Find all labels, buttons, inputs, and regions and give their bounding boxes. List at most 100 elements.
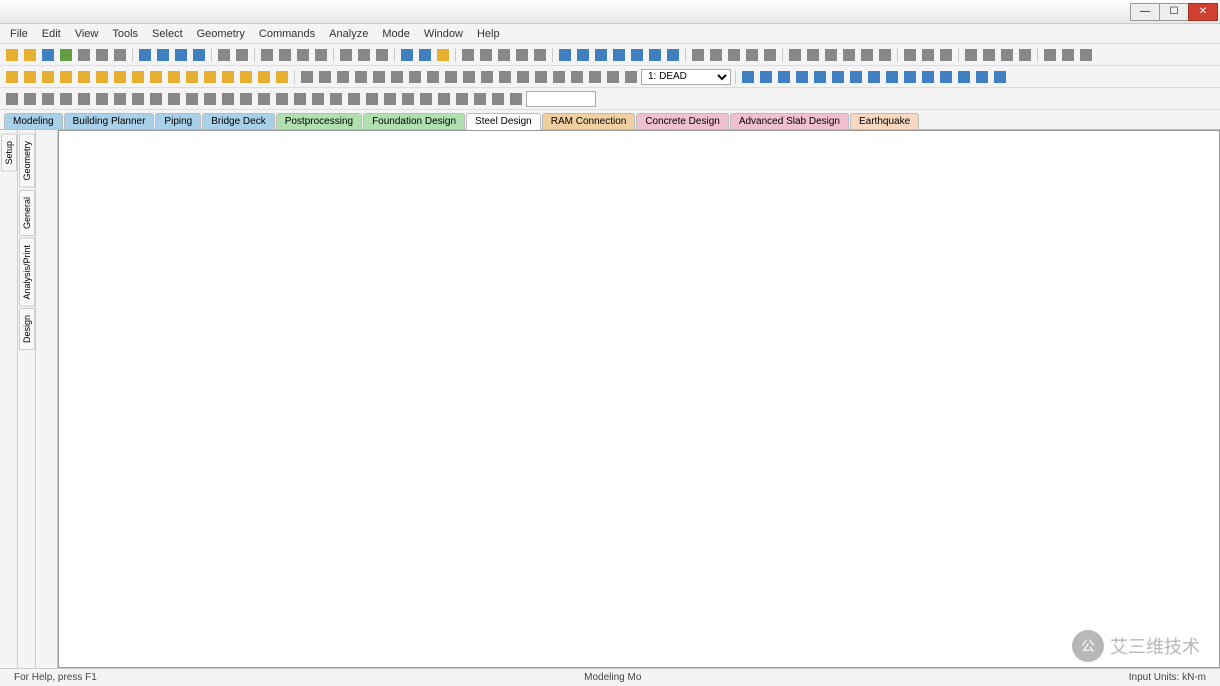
toolbar-button[interactable] <box>508 91 524 107</box>
side-tab-setup[interactable]: Setup <box>1 134 17 172</box>
side-tab-general[interactable]: General <box>19 190 35 236</box>
toolbar-button[interactable] <box>389 69 405 85</box>
toolbar-button[interactable] <box>202 69 218 85</box>
toolbar-button[interactable] <box>514 47 530 63</box>
toolbar-button[interactable] <box>497 69 513 85</box>
menu-select[interactable]: Select <box>146 26 189 42</box>
toolbar-button[interactable] <box>22 91 38 107</box>
tab-piping[interactable]: Piping <box>155 113 201 129</box>
toolbar-button[interactable] <box>1060 47 1076 63</box>
side-tab-geometry[interactable]: Geometry <box>19 134 35 188</box>
toolbar-button[interactable] <box>805 47 821 63</box>
toolbar-button[interactable] <box>478 47 494 63</box>
toolbar-button[interactable] <box>94 47 110 63</box>
tab-bridge-deck[interactable]: Bridge Deck <box>202 113 274 129</box>
toolbar-button[interactable] <box>274 91 290 107</box>
toolbar-button[interactable] <box>310 91 326 107</box>
side-tab-design[interactable]: Design <box>19 308 35 350</box>
toolbar-button[interactable] <box>708 47 724 63</box>
toolbar-button[interactable] <box>418 91 434 107</box>
toolbar-button[interactable] <box>569 69 585 85</box>
menu-commands[interactable]: Commands <box>253 26 321 42</box>
toolbar-button[interactable] <box>184 91 200 107</box>
tab-ram-connection[interactable]: RAM Connection <box>542 113 636 129</box>
toolbar-button[interactable] <box>202 91 218 107</box>
toolbar-button[interactable] <box>593 47 609 63</box>
toolbar-button[interactable] <box>461 69 477 85</box>
toolbar-button[interactable] <box>173 47 189 63</box>
toolbar-button[interactable] <box>313 47 329 63</box>
toolbar-button[interactable] <box>4 47 20 63</box>
menu-analyze[interactable]: Analyze <box>323 26 374 42</box>
toolbar-button[interactable] <box>956 69 972 85</box>
toolbar-button[interactable] <box>184 69 200 85</box>
toolbar-button[interactable] <box>399 47 415 63</box>
toolbar-button[interactable] <box>407 69 423 85</box>
minimize-button[interactable]: — <box>1130 3 1160 21</box>
toolbar-button[interactable] <box>647 47 663 63</box>
toolbar-button[interactable] <box>40 91 56 107</box>
toolbar-button[interactable] <box>1078 47 1094 63</box>
toolbar-button[interactable] <box>740 69 756 85</box>
toolbar-button[interactable] <box>234 47 250 63</box>
toolbar-button[interactable] <box>575 47 591 63</box>
toolbar-input[interactable] <box>526 91 596 107</box>
toolbar-button[interactable] <box>148 91 164 107</box>
toolbar-button[interactable] <box>787 47 803 63</box>
toolbar-button[interactable] <box>884 69 900 85</box>
toolbar-button[interactable] <box>371 69 387 85</box>
toolbar-button[interactable] <box>94 69 110 85</box>
toolbar-button[interactable] <box>166 69 182 85</box>
toolbar-button[interactable] <box>605 69 621 85</box>
toolbar-button[interactable] <box>259 47 275 63</box>
toolbar-button[interactable] <box>220 69 236 85</box>
toolbar-button[interactable] <box>58 47 74 63</box>
toolbar-button[interactable] <box>58 69 74 85</box>
toolbar-button[interactable] <box>277 47 293 63</box>
toolbar-button[interactable] <box>22 47 38 63</box>
toolbar-button[interactable] <box>557 47 573 63</box>
toolbar-button[interactable] <box>40 69 56 85</box>
toolbar-button[interactable] <box>76 69 92 85</box>
toolbar-button[interactable] <box>479 69 495 85</box>
toolbar-button[interactable] <box>830 69 846 85</box>
toolbar-button[interactable] <box>611 47 627 63</box>
toolbar-button[interactable] <box>346 91 362 107</box>
toolbar-button[interactable] <box>112 91 128 107</box>
toolbar-button[interactable] <box>155 47 171 63</box>
toolbar-button[interactable] <box>1042 47 1058 63</box>
toolbar-button[interactable] <box>963 47 979 63</box>
maximize-button[interactable]: ☐ <box>1159 3 1189 21</box>
toolbar-button[interactable] <box>460 47 476 63</box>
tab-building-planner[interactable]: Building Planner <box>64 113 155 129</box>
toolbar-button[interactable] <box>166 91 182 107</box>
toolbar-button[interactable] <box>112 47 128 63</box>
toolbar-button[interactable] <box>623 69 639 85</box>
toolbar-button[interactable] <box>382 91 398 107</box>
menu-help[interactable]: Help <box>471 26 506 42</box>
toolbar-button[interactable] <box>665 47 681 63</box>
toolbar-button[interactable] <box>338 47 354 63</box>
toolbar-button[interactable] <box>435 47 451 63</box>
toolbar-button[interactable] <box>920 69 936 85</box>
toolbar-button[interactable] <box>866 69 882 85</box>
side-tab-analysis-print[interactable]: Analysis/Print <box>19 238 35 307</box>
toolbar-button[interactable] <box>981 47 997 63</box>
toolbar-button[interactable] <box>137 47 153 63</box>
toolbar-button[interactable] <box>112 69 128 85</box>
tab-advanced-slab-design[interactable]: Advanced Slab Design <box>730 113 849 129</box>
load-case-select[interactable]: 1: DEAD <box>641 69 731 85</box>
toolbar-button[interactable] <box>794 69 810 85</box>
menu-mode[interactable]: Mode <box>376 26 416 42</box>
toolbar-button[interactable] <box>472 91 488 107</box>
toolbar-button[interactable] <box>515 69 531 85</box>
toolbar-button[interactable] <box>551 69 567 85</box>
toolbar-button[interactable] <box>974 69 990 85</box>
toolbar-button[interactable] <box>496 47 512 63</box>
toolbar-button[interactable] <box>356 47 372 63</box>
toolbar-button[interactable] <box>274 69 290 85</box>
tab-earthquake[interactable]: Earthquake <box>850 113 919 129</box>
toolbar-button[interactable] <box>629 47 645 63</box>
toolbar-button[interactable] <box>436 91 452 107</box>
toolbar-button[interactable] <box>920 47 936 63</box>
